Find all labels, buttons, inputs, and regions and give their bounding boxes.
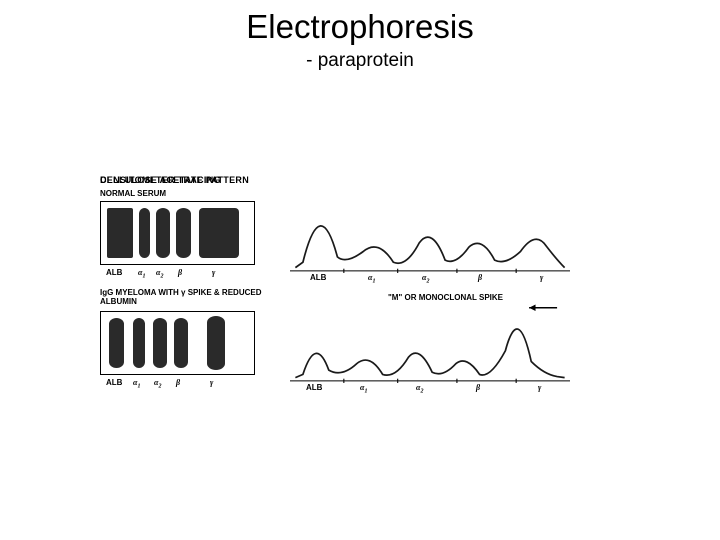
panel1-gel-label-a2: α2 <box>156 268 163 280</box>
panel2-gel-label-g: γ <box>210 378 213 387</box>
panel2-caption: IgG MYELOMA WITH γ SPIKE & REDUCED ALBUM… <box>100 289 270 307</box>
panel2-trace-label-a2: α2 <box>416 383 423 395</box>
panel2-trace-label-g: γ <box>538 383 541 392</box>
panel2-band-a1 <box>133 318 145 368</box>
panel1-caption: NORMAL SERUM <box>100 189 166 198</box>
page-title: Electrophoresis <box>0 8 720 46</box>
panel1-band-beta <box>176 208 191 258</box>
panel2-gel-label-a1: α1 <box>133 378 140 390</box>
panel2-gel <box>100 311 255 375</box>
panel1-gel-label-alb: ALB <box>106 268 122 277</box>
panel2-band-alb <box>109 318 124 368</box>
panel1-band-gamma <box>199 208 239 258</box>
panel2-band-gamma <box>207 316 225 370</box>
panel2-gel-label-a2: α2 <box>154 378 161 390</box>
panel2-gel-label-alb: ALB <box>106 378 122 387</box>
panel2-trace-label-b: β <box>476 383 480 392</box>
page-subtitle: - paraprotein <box>0 50 720 72</box>
panel1-gel <box>100 201 255 265</box>
panel1-band-a2 <box>156 208 170 258</box>
panel1-band-alb <box>107 208 133 258</box>
panel1-trace-path <box>295 226 564 268</box>
panel1-trace <box>290 187 570 273</box>
right-header: DENSITOMETER TRACING <box>100 175 221 185</box>
panel1-trace-label-a1: α1 <box>368 273 375 285</box>
electrophoresis-figure: CELLULOSE ACETATE PATTERN DENSITOMETER T… <box>100 175 620 400</box>
panel2-band-beta <box>174 318 188 368</box>
panel1-trace-label-g: γ <box>540 273 543 282</box>
panel1-gel-label-g: γ <box>212 268 215 277</box>
panel2-trace <box>290 297 570 383</box>
panel2-band-a2 <box>153 318 167 368</box>
panel1-trace-label-alb: ALB <box>310 273 326 282</box>
panel2-trace-label-alb: ALB <box>306 383 322 392</box>
panel1-gel-label-b: β <box>178 268 182 277</box>
panel1-gel-label-a1: α1 <box>138 268 145 280</box>
panel2-gel-label-b: β <box>176 378 180 387</box>
panel1-band-a1 <box>139 208 150 258</box>
panel1-trace-label-a2: α2 <box>422 273 429 285</box>
panel1-trace-label-b: β <box>478 273 482 282</box>
panel2-trace-label-a1: α1 <box>360 383 367 395</box>
panel2-trace-path <box>295 329 564 378</box>
